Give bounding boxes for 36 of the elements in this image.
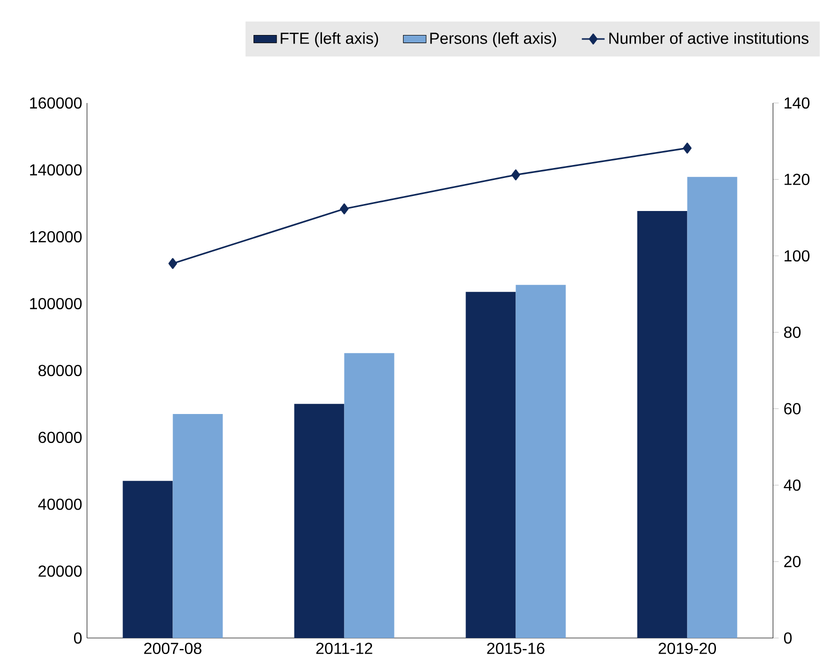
point bbox=[340, 203, 349, 214]
bar bbox=[687, 176, 738, 638]
y-tick-label: 100000 bbox=[30, 298, 82, 310]
point bbox=[511, 169, 520, 180]
bar bbox=[294, 404, 344, 638]
y-tick-label: 0 bbox=[74, 632, 82, 644]
y2-tick-label: 120 bbox=[784, 174, 810, 186]
x-tick-label: 2015-16 bbox=[487, 642, 544, 654]
y-tick-label: 80000 bbox=[38, 364, 82, 376]
bar bbox=[344, 353, 394, 638]
bar bbox=[122, 480, 173, 638]
y2-tick-label: 0 bbox=[784, 632, 792, 644]
y2-tick-label: 40 bbox=[784, 479, 801, 491]
y-tick-label: 20000 bbox=[38, 565, 82, 577]
y-tick-label: 140000 bbox=[30, 164, 82, 176]
point bbox=[682, 142, 692, 154]
legend-label: Persons (left axis) bbox=[430, 32, 556, 48]
y2-tick-label: 80 bbox=[784, 326, 801, 338]
bar bbox=[466, 292, 516, 638]
y2-tick-label: 60 bbox=[784, 403, 801, 414]
y-tick-label: 160000 bbox=[30, 97, 82, 109]
y2-tick-label: 20 bbox=[784, 556, 801, 568]
y2-tick-label: 100 bbox=[784, 250, 810, 262]
x-tick-label: 2011-12 bbox=[316, 642, 372, 654]
y2-tick-label: 140 bbox=[784, 97, 810, 109]
x-tick-label: 2007-08 bbox=[144, 642, 202, 654]
bar bbox=[172, 414, 223, 638]
x-tick-label: 2019-20 bbox=[658, 642, 716, 654]
y-tick-label: 120000 bbox=[30, 231, 82, 242]
legend-label: Number of active institutions bbox=[609, 32, 808, 44]
bar bbox=[516, 284, 566, 638]
point bbox=[168, 258, 178, 269]
legend-label: FTE (left axis) bbox=[280, 32, 378, 48]
bar bbox=[637, 210, 688, 638]
y-tick-label: 60000 bbox=[38, 432, 82, 444]
y-tick-label: 40000 bbox=[38, 498, 82, 510]
